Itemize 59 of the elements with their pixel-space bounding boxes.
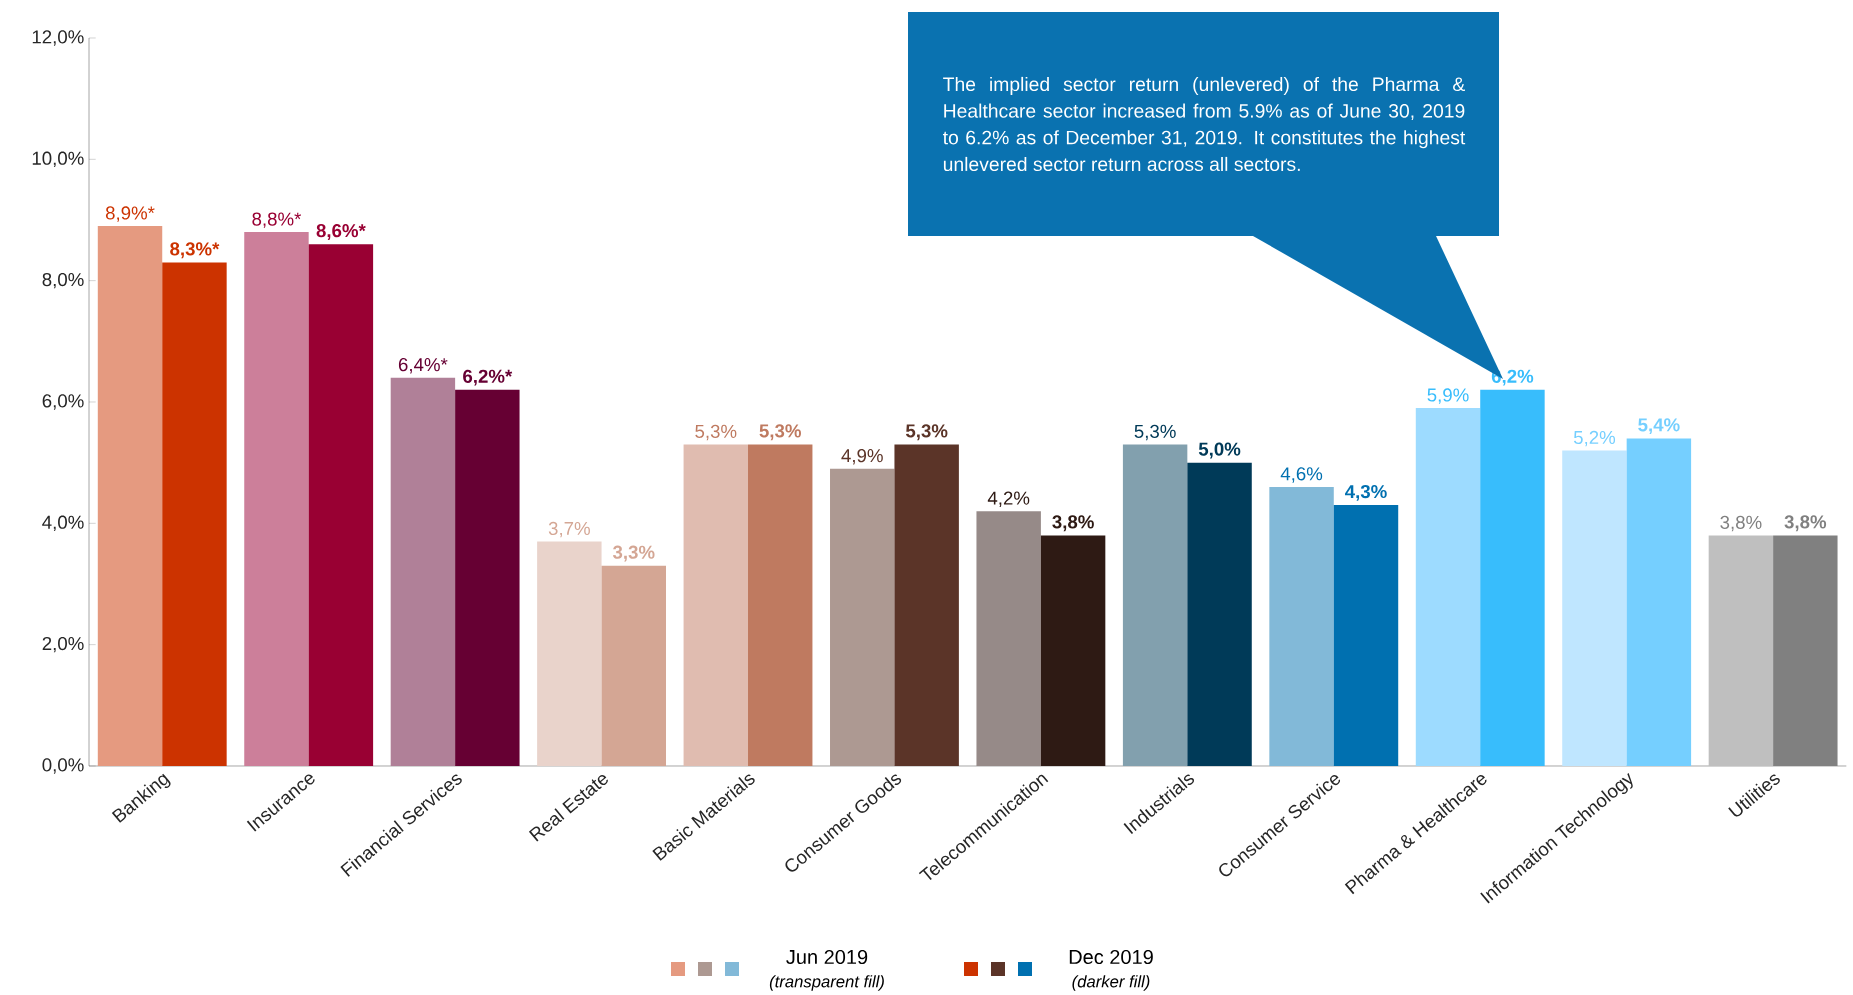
bar bbox=[1415, 408, 1481, 766]
y-tick-label: 10,0% bbox=[32, 151, 84, 168]
data-label: 5,4% bbox=[1638, 418, 1680, 435]
bar bbox=[1708, 535, 1774, 766]
data-label: 8,9%* bbox=[105, 206, 155, 222]
bar bbox=[976, 511, 1041, 766]
data-label: 3,8% bbox=[1052, 515, 1094, 532]
bar bbox=[1626, 438, 1692, 766]
bar bbox=[244, 232, 309, 766]
bar bbox=[601, 565, 666, 766]
bar bbox=[162, 262, 227, 766]
bar bbox=[683, 444, 749, 766]
bar bbox=[1269, 486, 1334, 766]
bar bbox=[1480, 389, 1545, 766]
bar bbox=[1773, 535, 1838, 766]
data-label: 8,6%* bbox=[316, 224, 366, 240]
bar bbox=[830, 468, 895, 766]
bar bbox=[748, 444, 813, 766]
bar bbox=[1333, 505, 1399, 766]
bar bbox=[308, 244, 374, 766]
data-label: 3,8% bbox=[1784, 515, 1827, 532]
data-label: 5,3% bbox=[759, 424, 801, 441]
y-tick-label: 4,0% bbox=[42, 515, 84, 532]
data-label: 5,3% bbox=[905, 424, 948, 441]
y-tick-label: 8,0% bbox=[42, 272, 84, 289]
y-tick-label: 12,0% bbox=[32, 30, 84, 46]
data-label: 4,2% bbox=[987, 491, 1030, 507]
data-label: 8,8%* bbox=[252, 212, 302, 228]
data-label: 5,3% bbox=[1134, 424, 1176, 441]
bar bbox=[1122, 444, 1188, 766]
data-label: 4,6% bbox=[1280, 467, 1323, 483]
legend-label: Jun 2019 bbox=[786, 949, 868, 965]
text: (transparent fill) bbox=[769, 975, 884, 991]
y-tick-label: 0,0% bbox=[42, 758, 84, 774]
data-label: 3,7% bbox=[548, 521, 590, 538]
bar bbox=[537, 541, 602, 766]
data-label: 5,2% bbox=[1573, 430, 1616, 447]
data-label: 6,4%* bbox=[398, 358, 448, 374]
annotation: The implied sector return (unlevered) of the Pharma & Healthcare sector increased from 5.9% as of June 30, 2019 to 6.2% as of December 31, 2019. It constitutes the highest unlevered sector return across all sectors. bbox=[942, 76, 1466, 172]
data-label: 3,3% bbox=[612, 545, 655, 562]
data-label: 6,2%* bbox=[463, 369, 513, 386]
bar bbox=[390, 377, 456, 766]
legend-label: Dec 2019 bbox=[1069, 949, 1153, 965]
text: (darker fill) bbox=[1072, 975, 1150, 991]
y-tick-label: 2,0% bbox=[42, 636, 84, 653]
bar bbox=[1187, 462, 1252, 766]
bar bbox=[1040, 535, 1106, 766]
data-label: 5,0% bbox=[1198, 442, 1241, 459]
y-tick-label: 6,0% bbox=[42, 394, 84, 410]
data-label: 5,9% bbox=[1427, 388, 1469, 404]
data-label: 4,3% bbox=[1345, 484, 1387, 501]
data-label: 8,3%* bbox=[170, 242, 220, 259]
data-label: 4,9% bbox=[841, 449, 883, 465]
bar bbox=[97, 226, 163, 766]
data-label: 5,3% bbox=[695, 424, 737, 441]
bar bbox=[455, 389, 520, 766]
bar bbox=[1562, 450, 1627, 766]
data-label: 3,8% bbox=[1720, 515, 1762, 532]
bar bbox=[894, 444, 959, 766]
